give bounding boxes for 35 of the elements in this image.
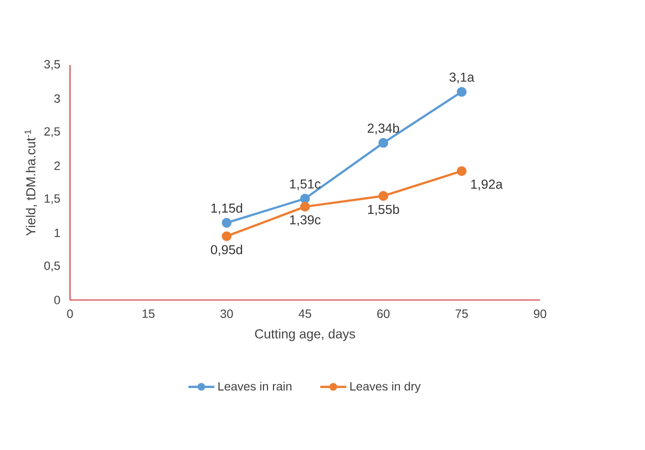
point bbox=[456, 166, 467, 176]
x-tick-label: 30 bbox=[220, 310, 233, 318]
x-tick-label: 75 bbox=[456, 310, 468, 318]
y-tick-label: 0,5 bbox=[44, 261, 60, 272]
data-label: 2,34b bbox=[368, 123, 400, 134]
x-tick-label: 60 bbox=[377, 310, 390, 318]
point bbox=[378, 191, 388, 201]
data-label: 1,15d bbox=[211, 203, 242, 214]
data-label: 1,51c bbox=[290, 179, 321, 190]
legend-label: Leaves in dry bbox=[350, 382, 421, 393]
data-label: 1,39c bbox=[290, 215, 321, 226]
y-axis-title: Yield, tDM.ha.cut$^{-1}$ bbox=[24, 130, 37, 236]
y-tick-label: 2,5 bbox=[44, 127, 60, 138]
y-tick-label: 3 bbox=[54, 94, 60, 103]
data-label: 1,55b bbox=[368, 204, 400, 216]
data-label: 0,95d bbox=[210, 244, 242, 256]
y-tick-label: 3,5 bbox=[44, 60, 60, 70]
point bbox=[456, 86, 467, 97]
y-tick-label: 1 bbox=[54, 228, 60, 237]
legend-label: Leaves in rain bbox=[218, 382, 292, 391]
x-tick-label: 15 bbox=[142, 310, 154, 318]
point bbox=[378, 138, 388, 148]
y-tick-label: 0 bbox=[54, 296, 60, 304]
x-tick-label: 45 bbox=[298, 310, 312, 318]
y-tick-label: 1,5 bbox=[44, 194, 60, 204]
y-tick-label: 2 bbox=[54, 162, 60, 170]
point bbox=[222, 218, 232, 228]
x-tick-label: 0 bbox=[67, 310, 73, 318]
data-label: 1,92a bbox=[471, 180, 503, 190]
data-label: 3,1a bbox=[450, 72, 474, 84]
point bbox=[300, 202, 310, 212]
point bbox=[300, 194, 310, 204]
point bbox=[222, 231, 232, 242]
x-tick-label: 90 bbox=[534, 310, 546, 318]
x-axis-title: Cutting age, days bbox=[255, 328, 356, 342]
